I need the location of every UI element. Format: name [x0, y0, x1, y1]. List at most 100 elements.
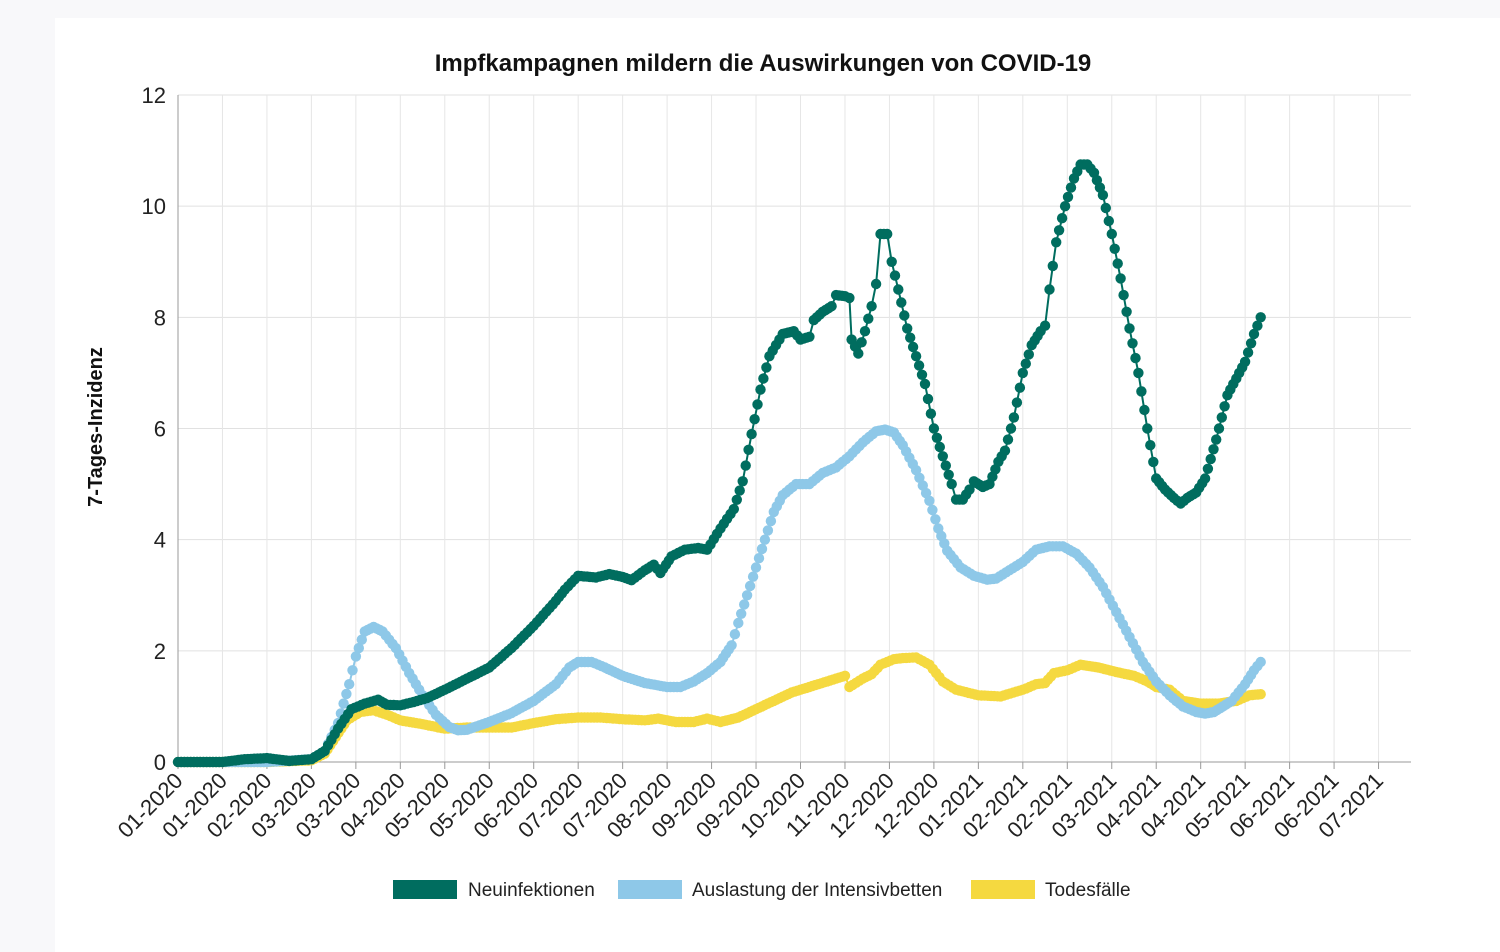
series-0-point-174	[728, 503, 739, 515]
series-0-point-237	[928, 423, 940, 434]
series-0-point-223	[886, 256, 897, 267]
series-0-point-279	[1062, 191, 1074, 203]
series-0-point-240	[937, 451, 948, 462]
y-tick-label-4: 8	[154, 305, 166, 330]
series-0-point-248	[964, 484, 975, 495]
series-0-point-341	[1248, 328, 1260, 340]
series-0-point-297	[1118, 289, 1129, 301]
y-tick-labels: 0 2 4 6 8 10 12	[142, 83, 166, 775]
series-0-point-265	[1017, 367, 1028, 379]
series-0-point-177	[737, 476, 748, 487]
series-0-point-266	[1020, 358, 1031, 369]
series-1-point-186	[762, 525, 774, 536]
legend-swatch-2	[971, 880, 1035, 899]
series-0-point-303	[1136, 386, 1147, 397]
chart-title: Impfkampagnen mildern die Auswirkungen v…	[435, 50, 1092, 77]
series-0-point-304	[1139, 404, 1150, 416]
series-1-point-187	[765, 515, 777, 527]
series-0-point-292	[1103, 215, 1115, 227]
legend-label-2: Todesfälle	[1045, 880, 1131, 901]
series-0-point-182	[752, 399, 763, 410]
series-0-point-225	[893, 284, 904, 295]
series-0-point-280	[1065, 182, 1077, 193]
series-0-point-218	[866, 301, 877, 312]
series-0-point-329	[1213, 423, 1225, 434]
series-1-point-183	[753, 553, 765, 564]
legend-label-0: Neuinfektionen	[468, 880, 595, 901]
series-1	[172, 424, 1266, 768]
series-0-point-180	[746, 428, 757, 440]
series-0-point-230	[907, 341, 919, 353]
series-1-point-53	[341, 688, 352, 700]
y-tick-label-3: 6	[154, 417, 166, 442]
series-0-point-307	[1148, 456, 1159, 468]
y-tick-label-6: 12	[142, 83, 166, 108]
series-0-point-328	[1211, 434, 1222, 445]
series-0-point-326	[1205, 453, 1216, 465]
series-layer	[172, 159, 1266, 768]
series-1-point-180	[744, 580, 756, 592]
series-0-point-301	[1130, 352, 1141, 364]
series-0-point-261	[1005, 423, 1017, 434]
series-0-point-185	[761, 362, 772, 373]
series-0-point-219	[870, 278, 882, 290]
series-1-point-52	[338, 698, 349, 709]
series-0-point-342	[1252, 320, 1263, 331]
series-2	[172, 652, 1266, 768]
series-1-point-179	[741, 590, 753, 601]
series-0-point-277	[1056, 213, 1068, 224]
series-0-point-274	[1047, 260, 1058, 272]
series-0-point-229	[905, 332, 916, 343]
series-1-point-238	[930, 514, 941, 525]
series-0-point-324	[1199, 473, 1211, 484]
series-1-point-182	[750, 562, 762, 573]
series-0-point-299	[1124, 323, 1135, 334]
y-tick-label-5: 10	[142, 194, 166, 219]
series-0-point-276	[1053, 225, 1065, 236]
series-0-point-264	[1014, 382, 1026, 393]
y-tick-label-2: 4	[154, 528, 166, 553]
series-0-point-262	[1008, 412, 1020, 423]
series-1-point-175	[729, 629, 741, 640]
series-1-point-177	[736, 608, 747, 619]
series-1-point-181	[747, 571, 759, 582]
series-0-point-181	[749, 414, 760, 425]
line-chart: Impfkampagnen mildern die Auswirkungen v…	[85, 50, 1411, 901]
series-0-point-291	[1100, 202, 1112, 214]
series-1-point-55	[347, 665, 358, 676]
series-0-point-215	[856, 337, 867, 348]
series-0-point-338	[1239, 356, 1251, 367]
series-0-point-290	[1097, 189, 1109, 201]
series-0-point-227	[899, 310, 910, 321]
series-0-point-306	[1145, 440, 1156, 451]
series-0-point-236	[925, 408, 937, 419]
series-0-point-217	[863, 313, 874, 324]
series-1-point-176	[733, 617, 744, 629]
series-0-point-222	[882, 228, 893, 240]
series-1-point-174	[726, 640, 737, 651]
axes	[177, 95, 1411, 769]
y-tick-label-0: 0	[154, 750, 166, 775]
x-tick-labels: 01-202001-202002-202003-202003-202004-20…	[113, 768, 1388, 843]
series-0-point-272	[1039, 320, 1051, 331]
series-0-point-302	[1133, 367, 1144, 379]
series-0-point-184	[758, 373, 769, 384]
series-1-point-236	[924, 495, 935, 506]
series-0-point-340	[1245, 338, 1257, 349]
series-0-point-241	[940, 460, 951, 471]
series-1-point-56	[350, 651, 362, 662]
series-0-point-263	[1011, 397, 1023, 408]
series-0-point-242	[943, 469, 954, 480]
y-axis-label: 7-Tages-Inzidenz	[85, 347, 107, 507]
series-0-point-259	[999, 445, 1011, 456]
series-0-point-175	[731, 494, 742, 505]
series-0-point-232	[913, 360, 925, 371]
series-1-point-184	[756, 543, 768, 555]
series-0-point-224	[889, 270, 901, 281]
series-1-point-338	[1255, 656, 1266, 668]
series-0	[172, 159, 1266, 768]
series-1-point-178	[739, 599, 750, 610]
series-0-point-298	[1121, 306, 1132, 317]
series-0-point-234	[919, 378, 931, 390]
series-1-point-54	[344, 679, 355, 690]
